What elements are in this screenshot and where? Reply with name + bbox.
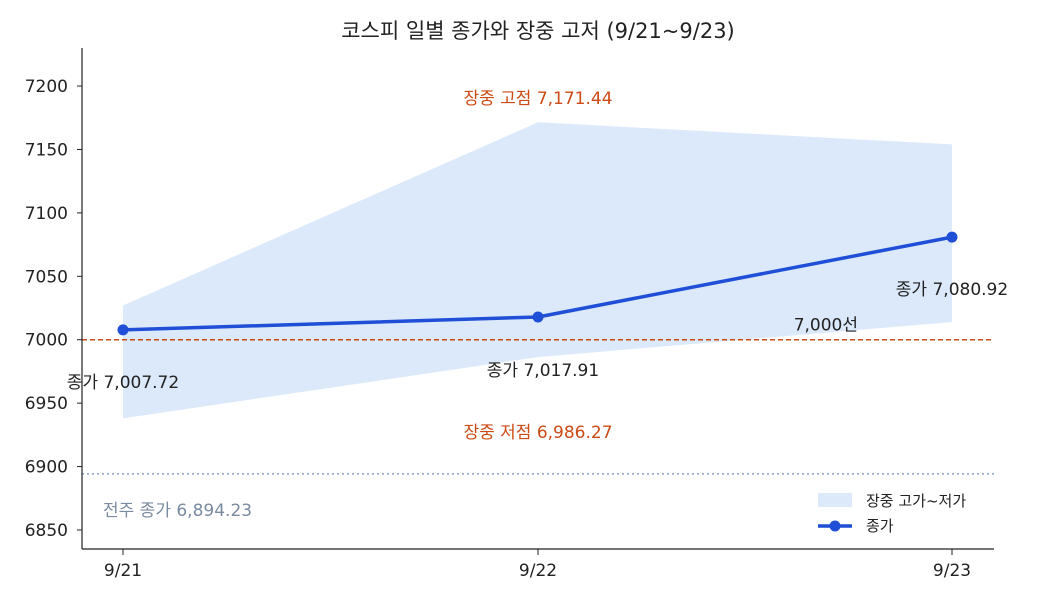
y-tick-label-6950: 6950 <box>25 394 68 414</box>
y-tick-label-7000: 7000 <box>25 331 68 351</box>
y-tick-label-6900: 6900 <box>25 458 68 478</box>
close-series-layer <box>117 231 958 336</box>
close-label-9-21: 종가 7,007.72 <box>67 373 179 393</box>
close-point-9-22 <box>532 311 544 323</box>
legend-label-close: 종가 <box>866 517 894 535</box>
legend-swatch-close-marker <box>829 520 841 532</box>
x-tick-label-9-23: 9/23 <box>933 561 971 581</box>
annotation-intraday-low: 장중 저점 6,986.27 <box>463 423 612 443</box>
chart-title: 코스피 일별 종가와 장중 고저 (9/21~9/23) <box>341 19 735 43</box>
close-point-9-23 <box>946 231 958 243</box>
intraday-range-band-layer <box>123 122 952 419</box>
intraday-range-band <box>123 122 952 419</box>
y-tick-label-7050: 7050 <box>25 267 68 287</box>
y-tick-label-7100: 7100 <box>25 204 68 224</box>
x-tick-label-9-21: 9/21 <box>104 561 142 581</box>
y-tick-label-6850: 6850 <box>25 521 68 541</box>
legend-swatch-range-band <box>818 493 852 507</box>
legend: 장중 고가~저가 종가 <box>818 492 966 535</box>
close-label-9-23: 종가 7,080.92 <box>896 280 1008 300</box>
y-tick-label-7200: 7200 <box>25 77 68 97</box>
reference-label-prev-week-close: 전주 종가 6,894.23 <box>103 501 252 521</box>
legend-label-range-band: 장중 고가~저가 <box>866 492 966 510</box>
x-tick-label-9-22: 9/22 <box>519 561 557 581</box>
annotation-intraday-high: 장중 고점 7,171.44 <box>463 89 612 109</box>
reference-lines-layer <box>82 338 994 475</box>
y-tick-label-7150: 7150 <box>25 141 68 161</box>
reference-label-7000: 7,000선 <box>794 316 858 336</box>
x-ticks: 9/21 9/22 9/23 <box>104 549 971 581</box>
close-point-9-21 <box>117 324 129 336</box>
data-labels-layer: 종가 7,007.72 종가 7,017.91 종가 7,080.92 장중 고점 7… <box>67 89 1008 521</box>
y-ticks: 6850 6900 6950 7000 7050 7100 7150 7200 <box>25 77 82 541</box>
close-label-9-22: 종가 7,017.91 <box>487 361 599 381</box>
